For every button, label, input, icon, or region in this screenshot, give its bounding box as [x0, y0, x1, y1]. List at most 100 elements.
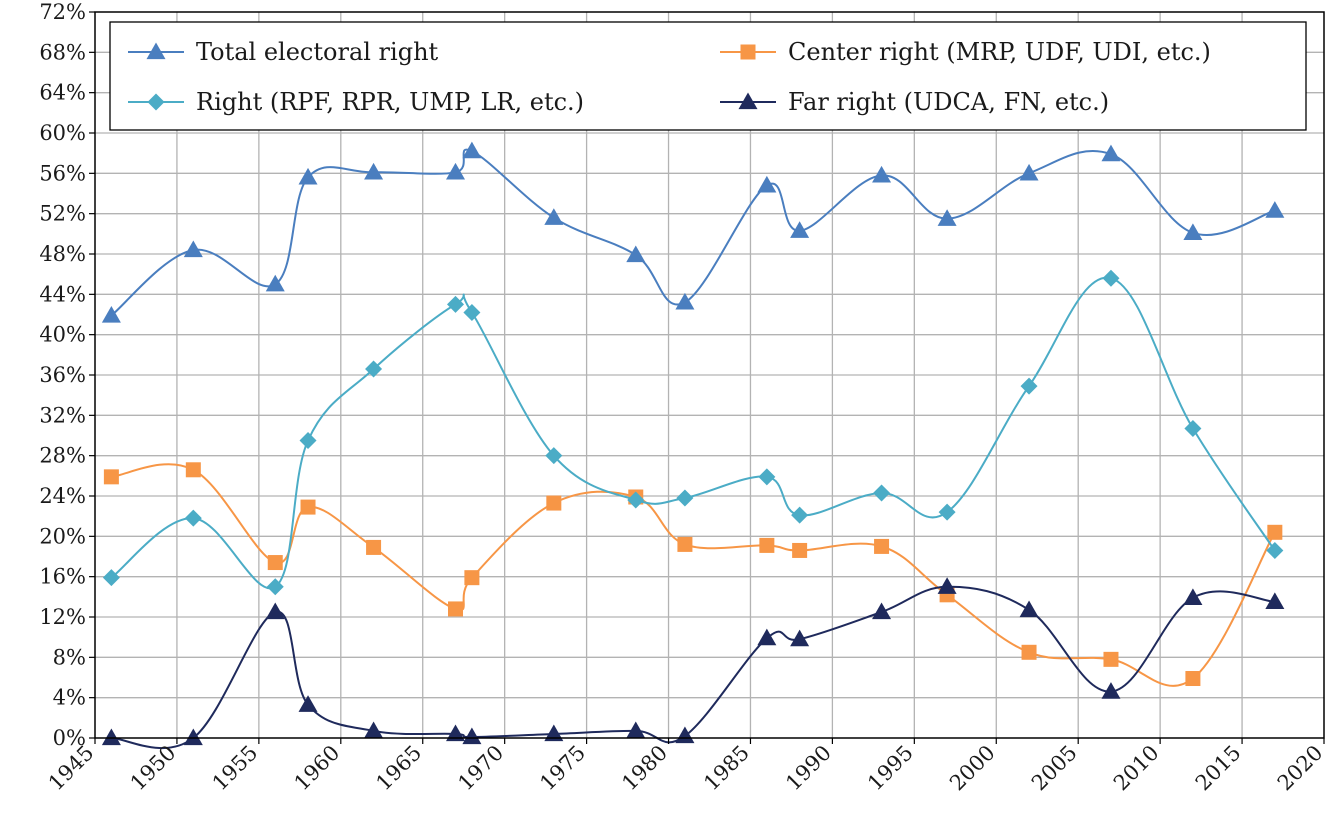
y-tick-label: 8%	[53, 645, 86, 669]
series-line	[110, 276, 1276, 590]
data-point	[464, 570, 480, 586]
data-point	[1101, 682, 1121, 699]
legend-marker	[147, 93, 165, 111]
data-point	[627, 491, 645, 509]
data-point	[266, 578, 284, 596]
y-tick-label: 60%	[39, 121, 86, 145]
x-tick-label: 2010	[1109, 741, 1164, 796]
y-tick-label: 40%	[39, 323, 86, 347]
data-point	[183, 728, 203, 746]
data-point	[300, 499, 316, 515]
legend-box	[109, 21, 1307, 131]
data-point	[545, 447, 563, 465]
data-point	[1019, 600, 1039, 618]
data-point	[544, 208, 564, 225]
y-tick-label: 20%	[39, 524, 86, 548]
legend-marker	[740, 44, 756, 60]
x-tick-label: 1955	[208, 741, 263, 796]
x-tick-label: 2020	[1273, 741, 1328, 796]
data-point	[758, 468, 776, 486]
data-point	[938, 503, 956, 521]
data-point	[183, 240, 203, 258]
data-point	[298, 695, 318, 712]
data-point	[298, 167, 318, 185]
y-tick-label: 28%	[39, 444, 86, 468]
data-point	[675, 726, 695, 744]
data-point	[757, 175, 777, 193]
x-tick-label: 2000	[945, 741, 1000, 796]
y-tick-label: 24%	[39, 484, 86, 508]
data-point	[1102, 269, 1120, 287]
x-tick-label: 1960	[290, 741, 345, 796]
y-tick-label: 68%	[39, 40, 86, 64]
data-point	[1185, 671, 1201, 687]
series-4	[101, 577, 1285, 750]
y-axis-ticks: 0% 4% 8% 12% 16% 20% 24% 28% 32% 36% 40% 44% 48% 52% 5…	[39, 0, 95, 750]
data-point	[267, 555, 283, 571]
x-tick-label: 1965	[372, 741, 427, 796]
data-point	[1019, 163, 1039, 181]
legend-marker	[146, 42, 166, 60]
data-point	[185, 462, 201, 478]
series-layer	[101, 141, 1285, 750]
data-point	[676, 489, 694, 507]
data-point	[1265, 201, 1285, 218]
data-point	[1101, 144, 1121, 162]
data-point	[365, 360, 383, 378]
x-tick-label: 1970	[453, 741, 508, 796]
grid	[95, 12, 1324, 738]
data-point	[790, 629, 810, 647]
data-point	[447, 295, 465, 313]
data-point	[299, 432, 317, 450]
data-point	[1265, 592, 1285, 609]
data-point	[462, 727, 482, 745]
data-point	[101, 728, 121, 746]
data-point	[103, 469, 119, 485]
y-tick-label: 4%	[53, 686, 86, 710]
x-axis-ticks: 1945 1950 1955 1960 1965 1970 1975 1980 1985 1990…	[44, 738, 1328, 795]
data-point	[463, 303, 481, 321]
x-tick-label: 1990	[781, 741, 836, 796]
x-tick-label: 1950	[126, 741, 181, 796]
data-point	[759, 537, 775, 553]
series-line	[111, 585, 1275, 750]
data-point	[1103, 651, 1119, 667]
data-point	[462, 141, 482, 159]
data-point	[1183, 588, 1203, 605]
y-tick-label: 36%	[39, 363, 86, 387]
x-tick-label: 1985	[699, 741, 754, 796]
data-point	[937, 577, 957, 594]
legend-label: Total electoral right	[196, 38, 439, 66]
data-point	[101, 306, 121, 323]
series-line	[111, 463, 1276, 687]
y-tick-label: 44%	[39, 282, 86, 306]
data-point	[790, 221, 810, 238]
x-tick-label: 1980	[617, 741, 672, 796]
data-point	[446, 724, 466, 742]
series-line	[110, 148, 1276, 317]
data-point	[184, 509, 202, 527]
data-point	[873, 484, 891, 502]
data-point	[366, 539, 382, 555]
data-point	[677, 536, 693, 552]
y-tick-label: 48%	[39, 242, 86, 266]
legend: Total electoral right Center right (MRP, …	[109, 21, 1307, 131]
x-tick-label: 2015	[1191, 741, 1246, 796]
legend-label: Far right (UDCA, FN, etc.)	[788, 88, 1109, 116]
x-tick-label: 2005	[1027, 741, 1082, 796]
data-point	[1183, 223, 1203, 240]
data-point	[675, 292, 695, 310]
data-point	[1020, 377, 1038, 395]
data-point	[792, 542, 808, 558]
data-point	[364, 162, 384, 180]
y-tick-label: 72%	[39, 0, 86, 24]
y-tick-label: 32%	[39, 403, 86, 427]
data-point	[1184, 419, 1202, 437]
data-point	[265, 602, 285, 620]
data-point	[872, 602, 892, 620]
y-tick-label: 52%	[39, 202, 86, 226]
data-point	[364, 721, 384, 739]
legend-label: Right (RPF, RPR, UMP, LR, etc.)	[196, 88, 584, 116]
x-tick-label: 1975	[535, 741, 590, 796]
